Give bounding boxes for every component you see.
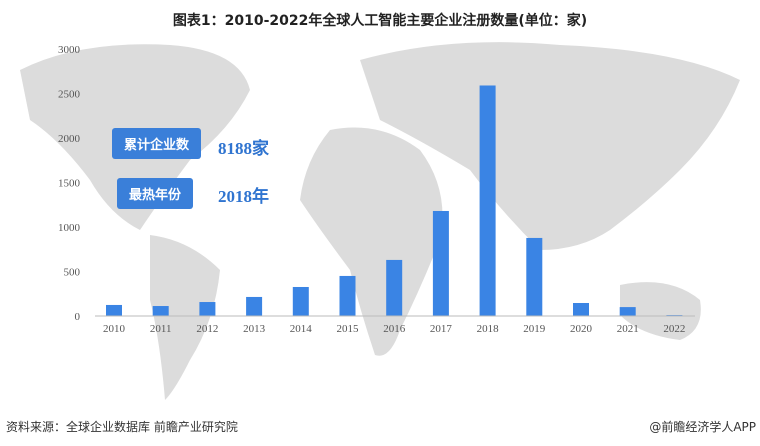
x-tick-label: 2011	[150, 323, 172, 335]
x-tick-label: 2015	[337, 323, 360, 335]
x-tick-label: 2013	[243, 323, 266, 335]
y-tick-label: 0	[75, 311, 81, 323]
bar-2019	[526, 237, 543, 316]
x-tick-label: 2012	[196, 323, 218, 335]
x-tick-label: 2016	[383, 323, 406, 335]
bar-2013	[246, 296, 263, 316]
y-tick-label: 2500	[58, 89, 81, 101]
x-tick-label: 2020	[570, 323, 593, 335]
y-tick-label: 500	[64, 267, 81, 279]
callout-value-peak: 2018年	[218, 187, 269, 206]
bar-2021	[619, 307, 636, 316]
callout-label-peak: 最热年份	[117, 178, 194, 209]
y-tick-label: 2000	[58, 133, 81, 145]
y-tick-label: 3000	[58, 44, 81, 56]
y-tick-label: 1500	[58, 178, 81, 190]
x-tick-label: 2018	[477, 323, 500, 335]
bar-2017	[432, 210, 449, 316]
x-tick-label: 2022	[663, 323, 685, 335]
x-tick-label: 2019	[523, 323, 546, 335]
x-tick-label: 2017	[430, 323, 453, 335]
bar-2010	[106, 304, 122, 316]
bar-2011	[152, 306, 169, 316]
x-tick-label: 2010	[103, 323, 126, 335]
x-tick-label: 2014	[290, 323, 313, 335]
callout-label-total: 累计企业数	[112, 128, 202, 159]
x-tick-label: 2021	[617, 323, 639, 335]
world-map-background	[20, 42, 740, 400]
brand-note: @前瞻经济学人APP	[649, 420, 756, 434]
bar-2016	[386, 259, 403, 316]
y-tick-label: 1000	[58, 222, 81, 234]
bar-2018	[479, 85, 496, 317]
callout-value-total: 8188家	[218, 139, 269, 158]
bar-2020	[573, 303, 589, 316]
chart-title: 图表1：2010-2022年全球人工智能主要企业注册数量(单位：家)	[172, 13, 588, 29]
bar-2012	[199, 302, 216, 316]
bar-2015	[339, 275, 356, 316]
source-note: 资料来源：全球企业数据库 前瞻产业研究院	[6, 420, 238, 434]
bar-2014	[292, 286, 309, 316]
